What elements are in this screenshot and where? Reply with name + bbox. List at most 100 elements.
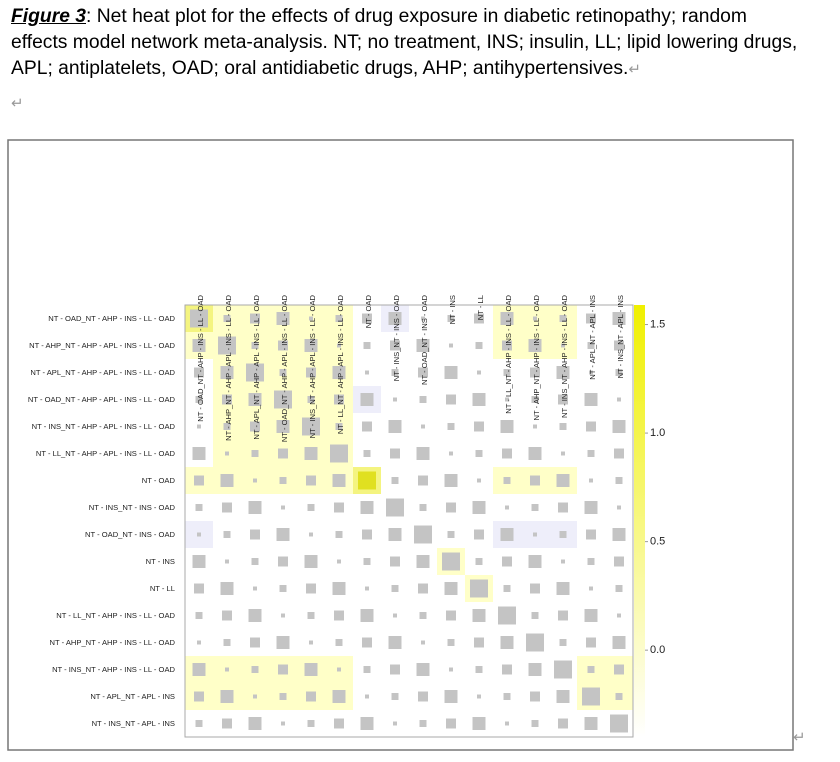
cell-square	[337, 667, 341, 672]
cell-square	[528, 555, 542, 568]
cell-square	[197, 424, 201, 429]
row-label: NT - INS_NT - INS - OAD	[89, 503, 176, 512]
cell-square	[250, 313, 260, 324]
cell-square	[589, 586, 593, 591]
cell-square	[365, 586, 369, 591]
cell-square	[307, 504, 315, 511]
cell-square	[503, 369, 511, 376]
cell-square	[475, 558, 483, 565]
row-label: NT - LL_NT - AHP - APL - INS - LL - OAD	[36, 449, 176, 458]
cell-square	[365, 370, 369, 375]
colorbar-label: 1.0	[650, 427, 665, 439]
cell-square	[472, 717, 486, 730]
row-label: NT - AHP_NT - AHP - APL - INS - LL - OAD	[29, 341, 175, 350]
cell-square	[444, 690, 458, 703]
cell-square	[444, 474, 458, 487]
cell-square	[449, 451, 453, 456]
cell-square	[558, 610, 568, 621]
cell-square	[248, 609, 262, 622]
cell-square	[475, 342, 483, 349]
cell-square	[446, 394, 456, 405]
cell-square	[530, 691, 540, 702]
cell-square	[281, 613, 285, 618]
col-label: NT - INS_NT - INS - OAD	[392, 294, 401, 381]
cell-square	[418, 691, 428, 702]
cell-square	[197, 532, 201, 537]
cell-square	[197, 640, 201, 645]
cell-square	[248, 717, 262, 730]
cell-square	[281, 721, 285, 726]
cell-square	[530, 583, 540, 594]
cell-square	[617, 397, 621, 402]
cell-square	[194, 367, 204, 378]
cell-square	[502, 556, 512, 567]
cell-square	[421, 316, 425, 321]
cell-square	[584, 393, 598, 406]
cell-square	[447, 531, 455, 538]
cell-square	[446, 610, 456, 621]
cell-square	[222, 718, 232, 729]
row-label: NT - APL_NT - APL - INS	[90, 692, 175, 701]
plot-frame	[184, 304, 634, 738]
cell-square	[447, 315, 455, 322]
cell-square	[304, 663, 318, 676]
row-label: NT - AHP_NT - AHP - INS - LL - OAD	[50, 638, 176, 647]
cell-square	[360, 393, 374, 406]
col-label: NT - AHP_NT - AHP - APL - INS - LL - OAD	[224, 294, 233, 440]
cell-square	[615, 477, 623, 484]
row-label: NT - APL_NT - AHP - APL - INS - LL - OAD	[30, 368, 175, 377]
cell-square	[500, 420, 514, 433]
cell-square	[533, 424, 537, 429]
cell-square	[307, 720, 315, 727]
cell-square	[192, 555, 206, 568]
row-label: NT - OAD_NT - INS - OAD	[85, 530, 176, 539]
cell-square	[612, 420, 626, 433]
caption: Figure 3: Net heat plot for the effects …	[11, 4, 801, 83]
cell-square	[614, 448, 624, 459]
cell-square	[446, 718, 456, 729]
col-label: NT - OAD_NT - AHP - INS - LL - OAD	[196, 294, 205, 421]
cell-square	[587, 558, 595, 565]
cell-square	[363, 450, 371, 457]
cell-square	[393, 613, 397, 618]
cell-square	[444, 366, 458, 379]
cell-square	[612, 312, 626, 325]
colorbar-label: 0.5	[650, 536, 665, 548]
cell-square	[218, 336, 236, 355]
cell-square	[223, 531, 231, 538]
cell-square	[614, 556, 624, 567]
paragraph-mark: ↵	[11, 95, 24, 112]
cell-square	[391, 693, 399, 700]
col-label: NT - APL_NT - AHP - APL - INS - LL - OAD	[252, 294, 261, 439]
cell-square	[614, 664, 624, 675]
cell-square	[190, 309, 208, 328]
col-label: NT - LL_NT - AHP - APL - INS - LL - OAD	[336, 294, 345, 434]
cell-square	[306, 691, 316, 702]
cell-square	[334, 718, 344, 729]
cell-square	[279, 693, 287, 700]
cell-square	[220, 690, 234, 703]
cell-square	[472, 501, 486, 514]
cell-square	[251, 342, 259, 349]
cell-square	[306, 583, 316, 594]
cell-square	[276, 636, 290, 649]
cell-square	[554, 660, 572, 679]
cell-square	[279, 585, 287, 592]
cell-square	[533, 532, 537, 537]
cell-square	[363, 342, 371, 349]
cell-square	[472, 393, 486, 406]
cell-square	[587, 450, 595, 457]
cell-square	[500, 636, 514, 649]
cell-square	[276, 420, 290, 433]
cell-square	[617, 505, 621, 510]
cell-square	[614, 340, 624, 351]
cell-square	[556, 690, 570, 703]
cell-square	[278, 340, 288, 351]
cell-square	[474, 421, 484, 432]
cell-square	[531, 396, 539, 403]
cell-square	[386, 498, 404, 517]
cell-square	[442, 552, 460, 571]
row-label: NT - INS	[146, 557, 175, 566]
cell-square	[589, 478, 593, 483]
col-label: NT - INS_NT - APL - INS	[616, 295, 625, 378]
